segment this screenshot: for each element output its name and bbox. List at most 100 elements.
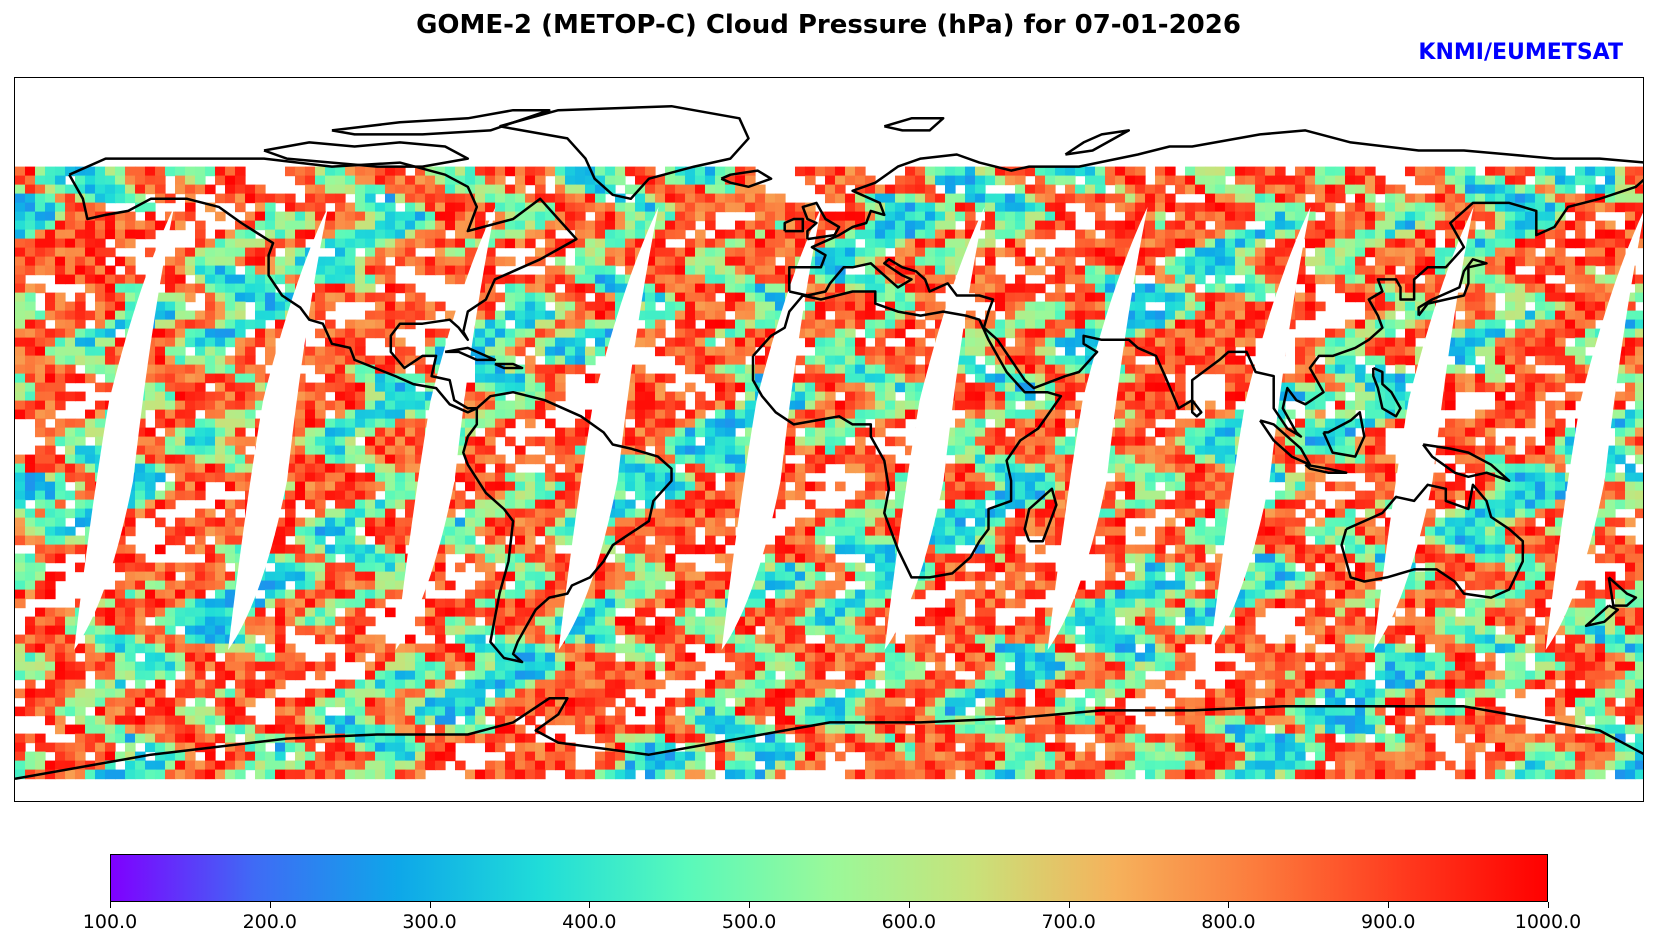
cloud-pressure-cell xyxy=(515,220,526,231)
cloud-pressure-cell xyxy=(1495,166,1506,177)
cloud-pressure-cell xyxy=(225,238,236,249)
cloud-pressure-cell xyxy=(195,283,206,294)
cloud-pressure-cell xyxy=(855,445,866,456)
cloud-pressure-cell xyxy=(315,409,326,420)
cloud-pressure-cell xyxy=(275,319,286,330)
cloud-pressure-cell xyxy=(1405,247,1416,258)
cloud-pressure-cell xyxy=(1175,256,1186,267)
cloud-pressure-cell xyxy=(725,265,736,276)
cloud-pressure-cell xyxy=(1235,391,1246,402)
cloud-pressure-cell xyxy=(1555,427,1566,438)
cloud-pressure-cell xyxy=(1135,481,1146,492)
cloud-pressure-cell xyxy=(1195,463,1206,474)
cloud-pressure-cell xyxy=(335,355,346,366)
cloud-pressure-cell xyxy=(1405,256,1416,267)
cloud-pressure-cell xyxy=(545,283,556,294)
cloud-pressure-cell xyxy=(305,427,316,438)
cloud-pressure-cell xyxy=(1165,472,1176,483)
cloud-pressure-cell xyxy=(1495,355,1506,366)
cloud-pressure-cell xyxy=(355,166,366,177)
cloud-pressure-cell xyxy=(1385,409,1396,420)
cloud-pressure-cell xyxy=(455,436,466,447)
cloud-pressure-cell xyxy=(555,355,566,366)
cloud-pressure-cell xyxy=(1535,328,1546,339)
cloud-pressure-cell xyxy=(1505,292,1516,303)
cloud-pressure-cell xyxy=(755,292,766,303)
cloud-pressure-cell xyxy=(735,337,746,348)
cloud-pressure-cell xyxy=(1375,220,1386,231)
cloud-pressure-cell xyxy=(325,418,336,429)
cloud-pressure-cell xyxy=(195,472,206,483)
cloud-pressure-cell xyxy=(885,229,896,240)
cloud-pressure-cell xyxy=(665,256,676,267)
cloud-pressure-cell xyxy=(115,292,126,303)
cloud-pressure-cell xyxy=(915,175,926,186)
cloud-pressure-cell xyxy=(65,310,76,321)
cloud-pressure-cell xyxy=(1635,193,1643,204)
cloud-pressure-cell xyxy=(375,166,386,177)
cloud-pressure-cell xyxy=(105,373,116,384)
cloud-pressure-cell xyxy=(1165,328,1176,339)
cloud-pressure-cell xyxy=(295,202,306,213)
cloud-pressure-cell xyxy=(1495,346,1506,357)
cloud-pressure-cell xyxy=(645,328,656,339)
cloud-pressure-cell xyxy=(1625,364,1636,375)
cloud-pressure-cell xyxy=(155,310,166,321)
cloud-pressure-cell xyxy=(205,328,216,339)
cloud-pressure-cell xyxy=(975,265,986,276)
cloud-pressure-cell xyxy=(195,319,206,330)
cloud-pressure-cell xyxy=(575,445,586,456)
cloud-pressure-cell xyxy=(1555,418,1566,429)
cloud-pressure-cell xyxy=(1505,436,1516,447)
cloud-pressure-cell xyxy=(745,247,756,258)
cloud-pressure-cell xyxy=(275,211,286,222)
cloud-pressure-cell xyxy=(1635,355,1643,366)
cloud-pressure-cell xyxy=(1065,463,1076,474)
cloud-pressure-cell xyxy=(55,364,66,375)
cloud-pressure-cell xyxy=(625,247,636,258)
cloud-pressure-cell xyxy=(1185,184,1196,195)
cloud-pressure-cell xyxy=(575,274,586,285)
cloud-pressure-cell xyxy=(355,445,366,456)
cloud-pressure-cell xyxy=(1295,301,1306,312)
cloud-pressure-cell xyxy=(515,481,526,492)
cloud-pressure-cell xyxy=(255,400,266,411)
cloud-pressure-cell xyxy=(375,319,386,330)
cloud-pressure-cell xyxy=(985,256,996,267)
cloud-pressure-cell xyxy=(695,211,706,222)
cloud-pressure-cell xyxy=(845,427,856,438)
cloud-pressure-cell xyxy=(675,436,686,447)
cloud-pressure-cell xyxy=(955,418,966,429)
cloud-pressure-cell xyxy=(685,427,696,438)
cloud-pressure-cell xyxy=(1635,274,1643,285)
cloud-pressure-cell xyxy=(1295,166,1306,177)
cloud-pressure-cell xyxy=(805,319,816,330)
cloud-pressure-cell xyxy=(895,373,906,384)
cloud-pressure-cell xyxy=(725,391,736,402)
cloud-pressure-cell xyxy=(905,409,916,420)
cloud-pressure-cell xyxy=(825,256,836,267)
cloud-pressure-cell xyxy=(1605,472,1616,483)
cloud-pressure-cell xyxy=(1315,409,1326,420)
cloud-pressure-cell xyxy=(1165,265,1176,276)
cloud-pressure-cell xyxy=(1035,265,1046,276)
cloud-pressure-cell xyxy=(1115,382,1126,393)
cloud-pressure-cell xyxy=(1485,337,1496,348)
cloud-pressure-cell xyxy=(1355,328,1366,339)
cloud-pressure-cell xyxy=(925,238,936,249)
cloud-pressure-cell xyxy=(505,337,516,348)
cloud-pressure-cell xyxy=(1215,481,1226,492)
cloud-pressure-cell xyxy=(765,319,776,330)
cloud-pressure-cell xyxy=(1195,229,1206,240)
cloud-pressure-cell xyxy=(115,229,126,240)
cloud-pressure-cell xyxy=(515,310,526,321)
cloud-pressure-cell xyxy=(515,301,526,312)
cloud-pressure-cell xyxy=(635,364,646,375)
cloud-pressure-cell xyxy=(385,166,396,177)
cloud-pressure-cell xyxy=(1125,409,1136,420)
cloud-pressure-cell xyxy=(805,454,816,465)
cloud-pressure-cell xyxy=(25,391,36,402)
cloud-pressure-cell xyxy=(1555,283,1566,294)
cloud-pressure-cell xyxy=(525,211,536,222)
cloud-pressure-cell xyxy=(1285,373,1296,384)
